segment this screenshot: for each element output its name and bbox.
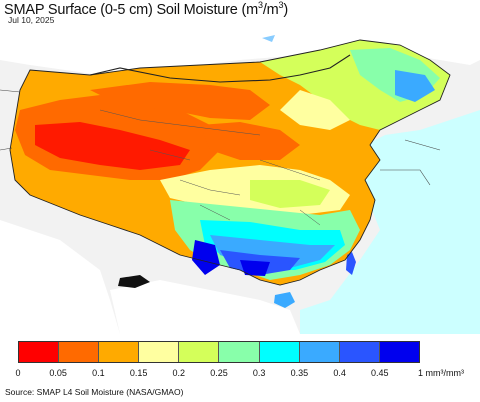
legend-swatch: [379, 342, 419, 362]
legend-tick-label: 0.3: [252, 368, 266, 378]
legend-tick-label: 0.25: [210, 368, 228, 378]
source-note: Source: SMAP L4 Soil Moisture (NASA/GMAO…: [5, 387, 184, 397]
legend-tick-label: 0.05: [49, 368, 67, 378]
legend-tick-label: 0.1: [92, 368, 105, 378]
legend-tick-label: 0.4: [333, 368, 346, 378]
legend-swatch: [139, 342, 180, 362]
legend-swatch: [99, 342, 140, 362]
legend-swatch: [219, 342, 260, 362]
legend-tick-label: 0.15: [129, 368, 148, 378]
legend-unit-label: 1 mm³/mm³: [418, 368, 464, 378]
legend-tick-label: 0.2: [172, 368, 186, 378]
color-legend: [18, 341, 420, 363]
soil-moisture-map: [0, 30, 480, 334]
legend-tick-label: 0.45: [371, 368, 389, 378]
legend-swatch: [259, 342, 300, 362]
legend-tick-label: 0.35: [290, 368, 309, 378]
legend-swatch: [179, 342, 220, 362]
legend-ticks: 0 0.05 0.1 0.15 0.2 0.25 0.3 0.35 0.4 0.45 1 mm³/m…: [0, 368, 480, 380]
map-date: Jul 10, 2025: [8, 15, 55, 25]
legend-swatch: [59, 342, 100, 362]
map-title: SMAP Surface (0-5 cm) Soil Moisture (m3/…: [4, 0, 288, 18]
legend-swatch: [19, 342, 60, 362]
legend-swatch: [339, 342, 380, 362]
legend-tick-label: 0: [15, 368, 21, 378]
legend-swatch: [299, 342, 340, 362]
